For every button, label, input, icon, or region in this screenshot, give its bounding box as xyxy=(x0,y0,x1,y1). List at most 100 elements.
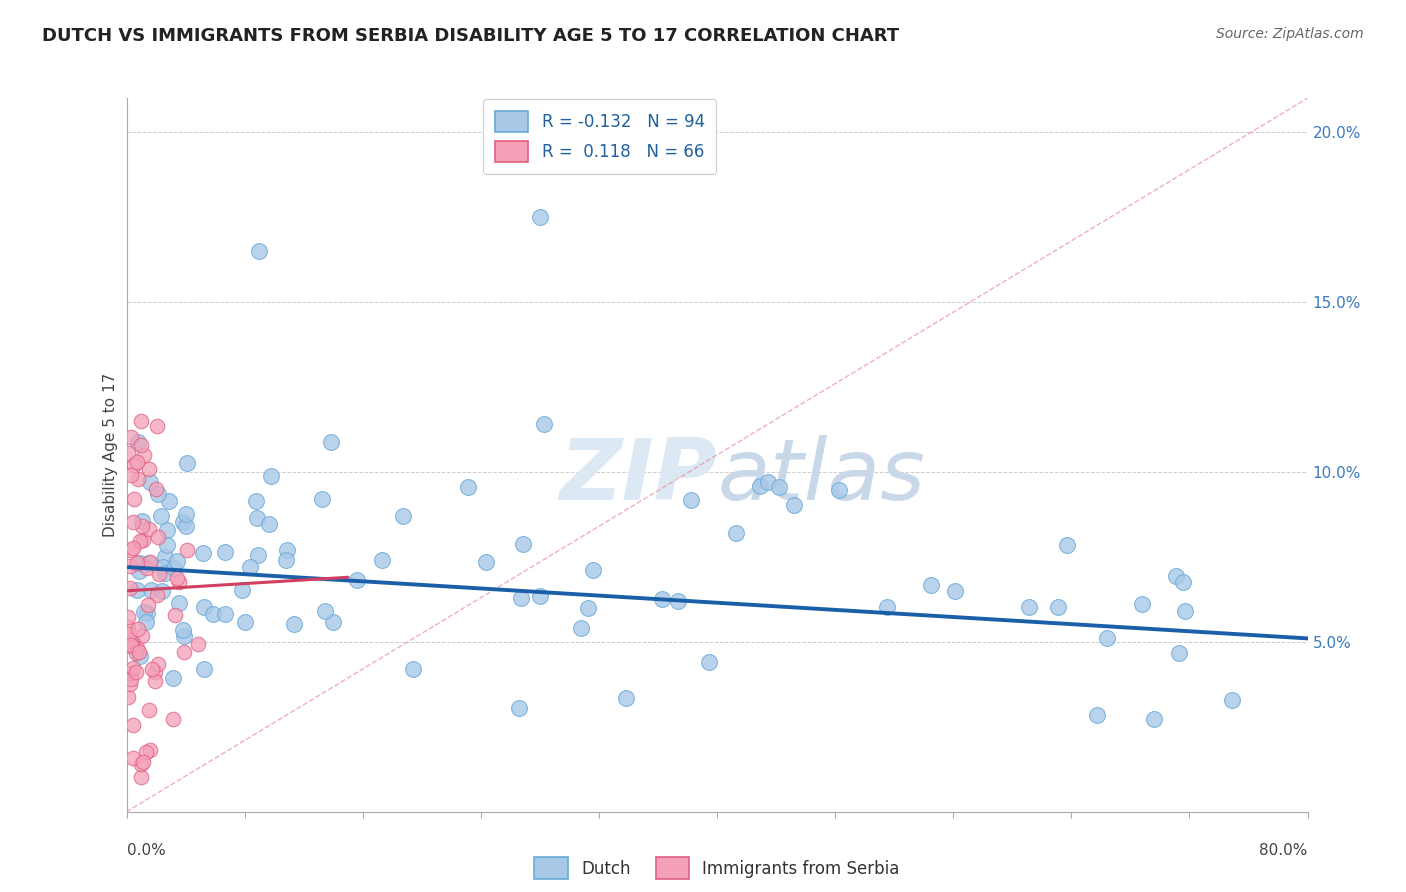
Point xyxy=(118,627,141,641)
Point xyxy=(149,509,172,524)
Point xyxy=(173,629,195,643)
Point xyxy=(125,557,148,571)
Point xyxy=(117,610,139,624)
Point xyxy=(120,633,142,648)
Point xyxy=(943,584,966,599)
Point xyxy=(274,553,297,567)
Point xyxy=(756,475,779,489)
Point xyxy=(529,210,551,224)
Legend: Dutch, Immigrants from Serbia: Dutch, Immigrants from Serbia xyxy=(527,851,907,886)
Point xyxy=(314,604,336,618)
Point xyxy=(135,745,157,759)
Point xyxy=(129,438,153,452)
Point xyxy=(156,523,179,537)
Point xyxy=(120,542,142,557)
Point xyxy=(508,700,530,714)
Point xyxy=(167,574,190,589)
Point xyxy=(233,615,256,629)
Point xyxy=(201,607,224,621)
Point xyxy=(118,558,141,573)
Point xyxy=(153,566,176,580)
Point xyxy=(697,655,720,669)
Point xyxy=(120,666,142,681)
Point xyxy=(132,533,155,547)
Point xyxy=(125,641,148,656)
Point xyxy=(725,526,748,541)
Point xyxy=(150,584,173,599)
Point xyxy=(127,434,149,449)
Point xyxy=(138,461,160,475)
Point xyxy=(666,594,689,608)
Point xyxy=(148,566,170,581)
Point xyxy=(1174,604,1197,618)
Point xyxy=(128,534,150,549)
Point xyxy=(128,649,150,664)
Point xyxy=(148,487,170,501)
Point xyxy=(651,591,673,606)
Point xyxy=(510,591,533,606)
Point xyxy=(129,556,152,570)
Point xyxy=(121,660,143,674)
Point xyxy=(1130,597,1153,611)
Point xyxy=(1222,693,1244,707)
Point xyxy=(1168,646,1191,660)
Point xyxy=(138,557,160,571)
Point xyxy=(1018,599,1040,614)
Point xyxy=(402,662,425,676)
Point xyxy=(117,620,139,634)
Point xyxy=(163,607,186,622)
Point xyxy=(118,582,141,596)
Point xyxy=(214,545,236,559)
Point xyxy=(1164,568,1187,582)
Point xyxy=(127,622,149,636)
Point xyxy=(457,480,479,494)
Point xyxy=(247,244,270,258)
Point xyxy=(128,645,150,659)
Point xyxy=(125,647,148,661)
Point xyxy=(162,671,184,685)
Point xyxy=(131,629,153,643)
Point xyxy=(157,494,180,508)
Point xyxy=(371,553,394,567)
Point xyxy=(876,600,898,615)
Point xyxy=(117,690,139,704)
Point xyxy=(141,662,163,676)
Point xyxy=(128,564,150,578)
Text: 80.0%: 80.0% xyxy=(1260,843,1308,858)
Point xyxy=(311,491,333,506)
Point xyxy=(143,674,166,689)
Point xyxy=(172,623,194,637)
Point xyxy=(166,554,188,568)
Point xyxy=(392,509,415,524)
Point xyxy=(143,665,166,679)
Point xyxy=(681,493,703,508)
Point xyxy=(569,621,592,635)
Text: DUTCH VS IMMIGRANTS FROM SERBIA DISABILITY AGE 5 TO 17 CORRELATION CHART: DUTCH VS IMMIGRANTS FROM SERBIA DISABILI… xyxy=(42,27,900,45)
Point xyxy=(920,578,942,592)
Point xyxy=(139,555,162,569)
Point xyxy=(146,588,169,602)
Point xyxy=(129,757,152,772)
Point xyxy=(1056,538,1078,552)
Point xyxy=(139,475,162,489)
Point xyxy=(529,589,551,603)
Point xyxy=(283,617,305,632)
Point xyxy=(121,515,143,529)
Point xyxy=(131,514,153,528)
Text: 0.0%: 0.0% xyxy=(127,843,166,858)
Point xyxy=(136,598,159,612)
Point xyxy=(768,479,790,493)
Point xyxy=(576,601,599,615)
Point xyxy=(749,479,772,493)
Point xyxy=(120,468,142,483)
Point xyxy=(120,638,142,652)
Point xyxy=(246,510,269,524)
Point xyxy=(122,458,145,472)
Point xyxy=(152,560,174,574)
Text: atlas: atlas xyxy=(717,434,925,518)
Point xyxy=(167,596,190,610)
Point xyxy=(172,516,194,530)
Point xyxy=(121,636,143,650)
Point xyxy=(117,446,139,460)
Point xyxy=(322,615,344,629)
